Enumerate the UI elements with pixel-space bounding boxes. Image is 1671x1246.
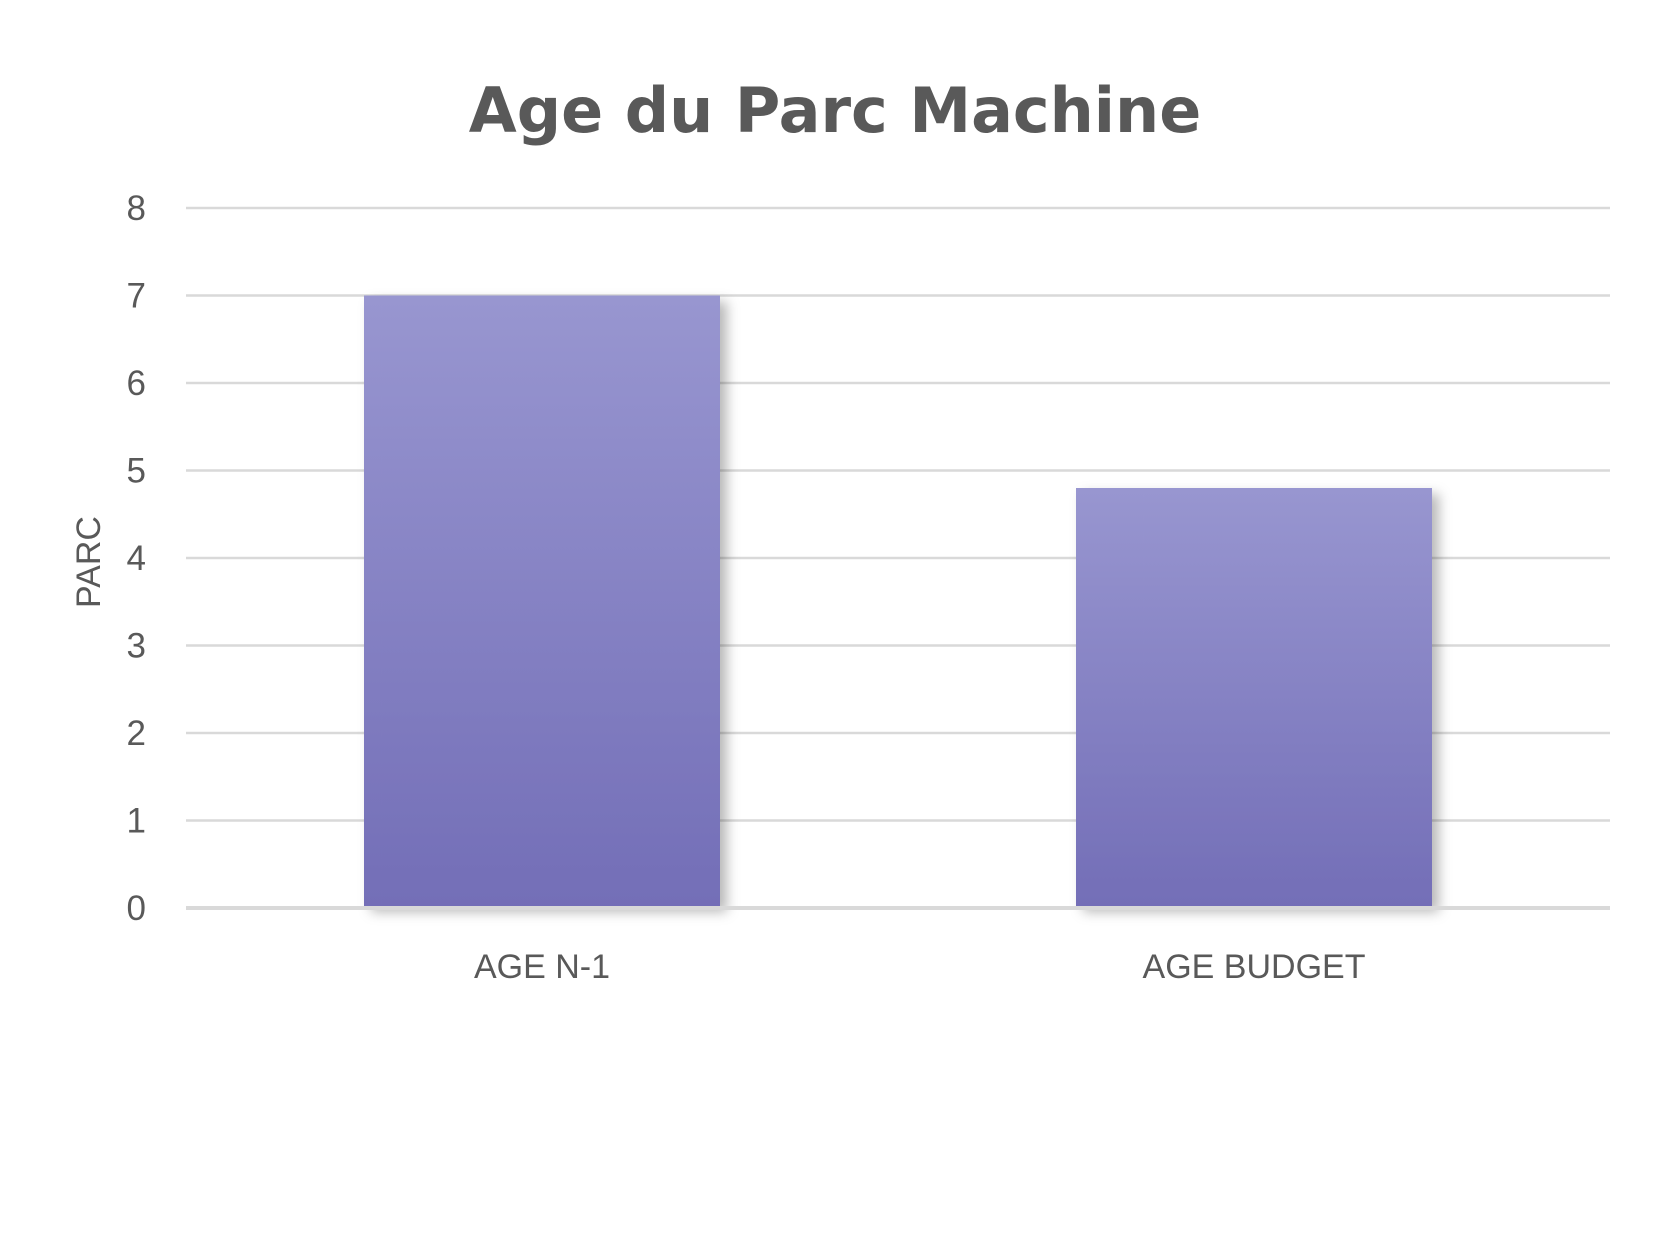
bars bbox=[364, 295, 1432, 906]
y-tick-label: 3 bbox=[127, 627, 146, 666]
bar-age-budget bbox=[1076, 488, 1432, 906]
y-tick-label: 5 bbox=[127, 452, 146, 491]
chart-title: Age du Parc Machine bbox=[469, 74, 1202, 147]
x-category-label: AGE BUDGET bbox=[1143, 948, 1366, 986]
y-tick-label: 7 bbox=[127, 277, 146, 316]
bar-age-n-1 bbox=[364, 295, 720, 906]
y-tick-label: 4 bbox=[127, 539, 146, 578]
y-tick-label: 8 bbox=[127, 189, 146, 228]
y-tick-label: 0 bbox=[127, 889, 146, 928]
x-category-label: AGE N-1 bbox=[474, 948, 610, 986]
y-axis-ticks: 0 1 2 3 4 5 6 7 8 bbox=[127, 189, 146, 928]
x-axis-labels: AGE N-1 AGE BUDGET bbox=[474, 948, 1365, 986]
y-tick-label: 6 bbox=[127, 364, 146, 403]
y-tick-label: 2 bbox=[127, 714, 146, 753]
y-axis-title: PARC bbox=[70, 516, 108, 608]
y-tick-label: 1 bbox=[127, 802, 146, 841]
